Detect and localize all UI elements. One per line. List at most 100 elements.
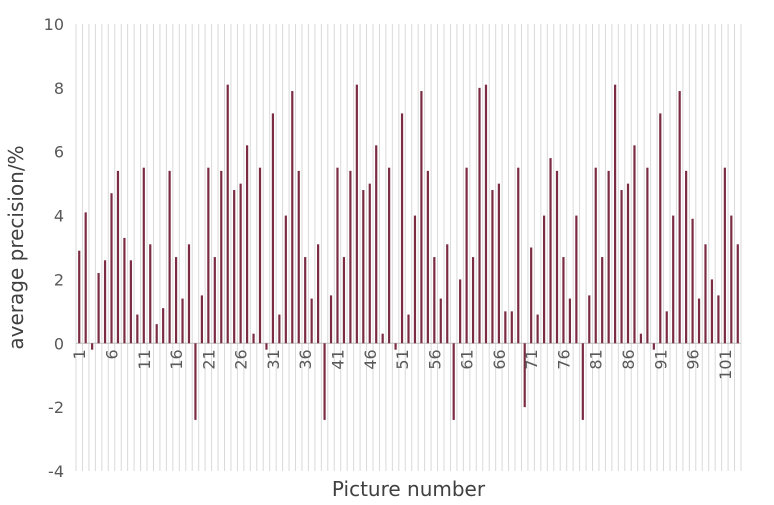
bar [646,167,649,344]
y-tick-label: -2 [48,398,64,417]
bar [413,215,417,344]
bar [162,308,165,344]
bar [691,218,694,344]
bar [317,244,320,344]
x-tick-label: 46 [361,349,380,369]
bar [252,333,255,344]
bar [213,257,216,344]
bar [342,257,346,344]
x-tick-label: 16 [167,349,186,369]
x-tick-label: 56 [425,349,444,369]
bar [588,295,591,344]
bar [549,158,552,344]
x-tick-label: 66 [490,349,509,369]
y-tick-label: 2 [54,270,64,289]
bar [452,343,455,420]
bar [439,298,442,344]
bar [407,314,410,344]
bar [575,215,578,344]
bar [420,91,423,344]
bar [607,170,610,344]
y-tick-label: 6 [54,143,64,162]
bar [78,250,81,344]
bar [265,343,268,350]
bar [271,113,275,344]
x-axis-title: Picture number [332,477,486,501]
x-tick-label: 36 [296,349,315,369]
bar [601,257,604,344]
y-tick-label: 8 [54,79,64,98]
x-tick-label: 31 [264,349,283,369]
x-tick-label: 51 [393,349,412,369]
bar [200,295,203,344]
bar [194,343,197,420]
x-tick-label: 76 [554,349,573,369]
bar [723,167,726,344]
bar [226,84,229,344]
bar [672,215,675,344]
bar [542,215,546,344]
bar [400,113,404,344]
bar [91,343,94,350]
bar [349,170,352,344]
bar [142,167,145,344]
y-tick-label: 0 [54,334,64,353]
bar [278,314,281,344]
y-axis: -4 -2 0 2 4 6 8 10 [44,15,64,481]
x-tick-label: 11 [135,349,154,369]
bar [652,343,655,350]
bar [620,190,623,344]
bar [233,190,236,344]
bar [168,170,171,344]
x-tick-label: 41 [328,349,347,369]
bar [291,91,294,344]
bar-series [78,84,739,420]
bar [297,170,300,344]
x-tick-label: 86 [619,349,638,369]
bar [736,244,739,344]
x-tick-label: 21 [199,349,218,369]
bar [336,167,339,344]
x-tick-label: 1 [70,349,89,359]
bar [555,170,559,344]
bar [187,244,191,344]
x-tick-label: 101 [716,349,735,380]
bar [478,87,481,344]
bar [136,314,139,344]
bar [207,167,210,344]
bar [323,343,326,420]
bar [459,279,462,344]
bar [562,257,565,344]
bar [394,343,397,350]
x-tick-label: 6 [103,349,122,359]
bar [465,167,468,344]
bar [633,145,636,344]
bar [471,257,475,344]
bar [381,333,384,344]
bar [426,170,429,344]
x-tick-label: 26 [232,349,251,369]
bar [446,244,449,344]
x-tick-label: 96 [684,349,703,369]
bar [174,257,178,344]
x-tick-label: 91 [651,349,670,369]
bar [310,298,313,344]
bar [97,273,100,344]
bar [510,311,513,344]
x-tick-label: 61 [458,349,477,369]
bar [665,311,668,344]
bar [220,170,223,344]
y-tick-label: 4 [54,207,64,226]
bar [258,167,262,344]
y-tick-label: -4 [48,462,64,481]
bar [375,145,378,344]
bar [497,183,500,344]
bar [710,279,714,344]
bar [129,260,132,344]
bar [368,183,371,344]
bar [685,170,688,344]
bar [181,298,184,344]
bar [614,84,617,344]
bar [517,167,520,344]
bar [149,244,152,344]
